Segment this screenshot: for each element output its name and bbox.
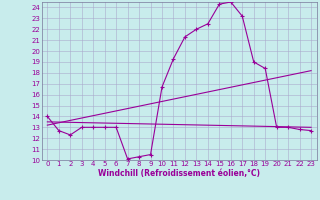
X-axis label: Windchill (Refroidissement éolien,°C): Windchill (Refroidissement éolien,°C) — [98, 169, 260, 178]
